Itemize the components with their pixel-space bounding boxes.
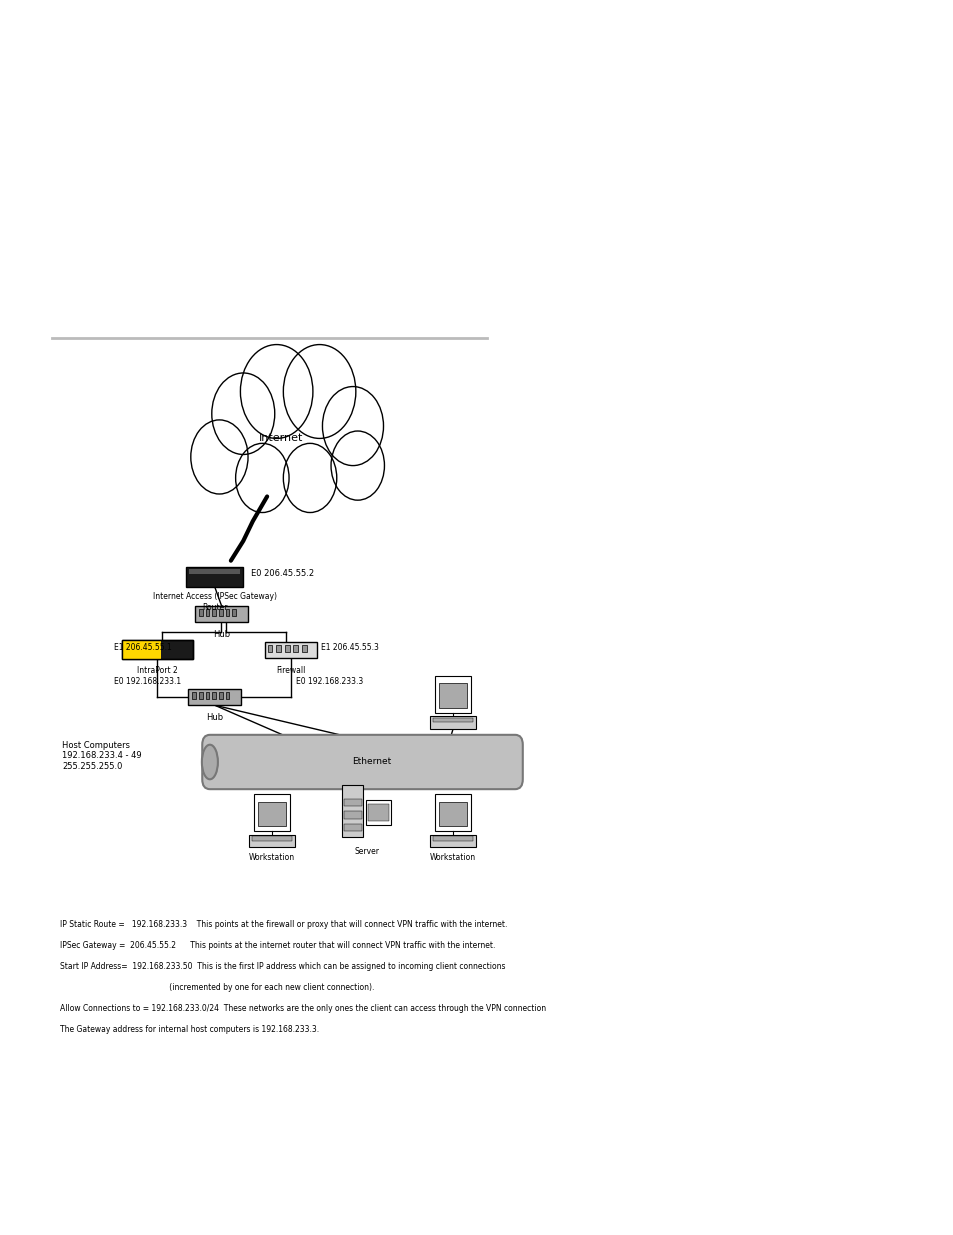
- Text: Hub: Hub: [213, 630, 230, 638]
- FancyBboxPatch shape: [294, 645, 297, 652]
- FancyBboxPatch shape: [186, 567, 243, 587]
- FancyBboxPatch shape: [344, 799, 361, 806]
- Text: Workstation: Workstation: [430, 853, 476, 862]
- Text: Hub: Hub: [206, 713, 223, 721]
- FancyBboxPatch shape: [344, 824, 361, 831]
- FancyBboxPatch shape: [368, 804, 389, 821]
- FancyBboxPatch shape: [225, 609, 229, 616]
- FancyBboxPatch shape: [435, 676, 471, 713]
- Text: IntraPort 2: IntraPort 2: [137, 666, 177, 674]
- FancyBboxPatch shape: [193, 692, 196, 699]
- FancyBboxPatch shape: [267, 645, 273, 652]
- FancyBboxPatch shape: [433, 836, 473, 841]
- Text: Internet Access (IPSec Gateway): Internet Access (IPSec Gateway): [152, 592, 276, 600]
- Circle shape: [235, 443, 289, 513]
- FancyBboxPatch shape: [342, 785, 363, 837]
- Circle shape: [240, 345, 313, 438]
- Text: Host Computers
192.168.233.4 - 49
255.255.255.0: Host Computers 192.168.233.4 - 49 255.25…: [62, 741, 141, 771]
- FancyBboxPatch shape: [435, 794, 471, 831]
- FancyBboxPatch shape: [430, 716, 476, 729]
- FancyBboxPatch shape: [212, 692, 215, 699]
- FancyBboxPatch shape: [218, 609, 222, 616]
- FancyBboxPatch shape: [206, 692, 210, 699]
- FancyBboxPatch shape: [198, 692, 202, 699]
- FancyBboxPatch shape: [194, 606, 248, 622]
- Text: IP Static Route =   192.168.233.3    This points at the firewall or proxy that w: IP Static Route = 192.168.233.3 This poi…: [60, 920, 507, 929]
- FancyBboxPatch shape: [253, 794, 290, 831]
- Text: E1 206.45.55.1: E1 206.45.55.1: [114, 642, 172, 652]
- FancyBboxPatch shape: [206, 609, 210, 616]
- FancyBboxPatch shape: [122, 640, 161, 659]
- Circle shape: [212, 373, 274, 454]
- FancyBboxPatch shape: [264, 642, 316, 658]
- FancyBboxPatch shape: [257, 802, 286, 826]
- Text: (incremented by one for each new client connection).: (incremented by one for each new client …: [60, 983, 375, 992]
- FancyBboxPatch shape: [225, 692, 229, 699]
- FancyBboxPatch shape: [430, 835, 476, 847]
- FancyBboxPatch shape: [252, 836, 292, 841]
- FancyBboxPatch shape: [284, 645, 289, 652]
- Text: E0 192.168.233.1: E0 192.168.233.1: [114, 677, 181, 685]
- FancyBboxPatch shape: [189, 689, 240, 704]
- FancyBboxPatch shape: [344, 811, 361, 819]
- FancyBboxPatch shape: [438, 683, 467, 708]
- Circle shape: [283, 443, 336, 513]
- FancyBboxPatch shape: [233, 609, 236, 616]
- Circle shape: [322, 387, 383, 466]
- FancyBboxPatch shape: [433, 718, 473, 722]
- Text: Internet: Internet: [259, 433, 303, 443]
- Text: The Gateway address for internal host computers is 192.168.233.3.: The Gateway address for internal host co…: [60, 1025, 319, 1034]
- Text: IPSec Gateway =  206.45.55.2      This points at the internet router that will c: IPSec Gateway = 206.45.55.2 This points …: [60, 941, 495, 950]
- Text: Workstation: Workstation: [249, 853, 294, 862]
- Text: Workstation: Workstation: [430, 735, 476, 743]
- Text: Ethernet: Ethernet: [352, 757, 392, 767]
- Ellipse shape: [202, 745, 217, 779]
- FancyBboxPatch shape: [275, 645, 280, 652]
- FancyBboxPatch shape: [189, 569, 240, 574]
- Text: Router: Router: [202, 603, 227, 611]
- FancyBboxPatch shape: [301, 645, 306, 652]
- Text: Firewall: Firewall: [276, 666, 305, 674]
- Circle shape: [331, 431, 384, 500]
- Text: E0 206.45.55.2: E0 206.45.55.2: [251, 568, 314, 578]
- FancyBboxPatch shape: [249, 835, 294, 847]
- FancyBboxPatch shape: [202, 735, 522, 789]
- Text: Start IP Address=  192.168.233.50  This is the first IP address which can be ass: Start IP Address= 192.168.233.50 This is…: [60, 962, 505, 971]
- FancyBboxPatch shape: [213, 609, 216, 616]
- Text: Server: Server: [355, 847, 379, 856]
- Circle shape: [191, 420, 248, 494]
- FancyBboxPatch shape: [198, 609, 202, 616]
- Text: E0 192.168.233.3: E0 192.168.233.3: [295, 677, 362, 685]
- Text: Allow Connections to = 192.168.233.0/24  These networks are the only ones the cl: Allow Connections to = 192.168.233.0/24 …: [60, 1004, 546, 1013]
- FancyBboxPatch shape: [438, 802, 467, 826]
- Circle shape: [283, 345, 355, 438]
- FancyBboxPatch shape: [122, 640, 193, 659]
- Text: E1 206.45.55.3: E1 206.45.55.3: [321, 642, 379, 652]
- FancyBboxPatch shape: [218, 692, 222, 699]
- FancyBboxPatch shape: [366, 800, 391, 825]
